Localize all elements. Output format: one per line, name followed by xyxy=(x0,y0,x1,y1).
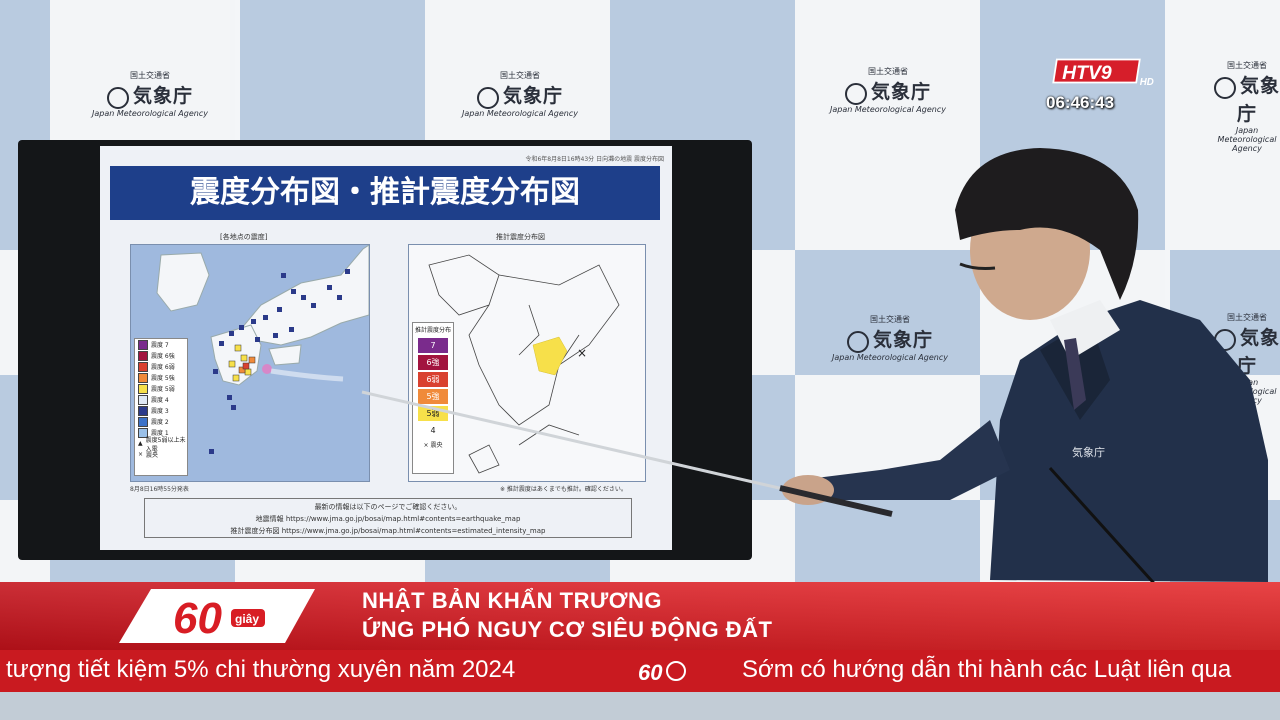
observed-intensity-legend: 震度 7 震度 6強 震度 6弱 震度 5強 震度 5弱 震度 4 震度 3 震… xyxy=(134,338,188,476)
agency-logo: 国土交通省 気象庁 Japan Meteorological Agency xyxy=(830,67,946,114)
agency-logo: 国土交通省 気象庁 Japan Meteorological Agency xyxy=(1214,60,1280,153)
slide-datestamp: 8月8日16時55分発表 xyxy=(130,486,189,493)
estimated-intensity-legend: 推計震度分布 7 6強 6弱 5強 5弱 4 × 震央 xyxy=(412,322,454,474)
slide-title: 震度分布図・推計震度分布図 xyxy=(110,166,660,220)
agency-logo: 国土交通省 気象庁 Japan Meteorological Agency xyxy=(462,71,578,118)
svg-text:×: × xyxy=(577,346,587,360)
headline-line-1: NHẬT BẢN KHẨN TRƯƠNG xyxy=(362,588,662,613)
svg-text:HD: HD xyxy=(1140,77,1154,86)
badge-word: giây xyxy=(235,612,259,626)
news-headline: NHẬT BẢN KHẨN TRƯƠNG ỨNG PHÓ NGUY CƠ SIÊ… xyxy=(362,586,772,644)
slide-footer-note: 最新の情報は以下のページでご確認ください。 地震情報 https://www.j… xyxy=(144,498,632,538)
headline-line-2: ỨNG PHÓ NGUY CƠ SIÊU ĐỘNG ĐẤT xyxy=(362,617,773,642)
svg-text:HTV9: HTV9 xyxy=(1062,62,1112,84)
jacket-label: 気象庁 xyxy=(1072,445,1105,459)
htv9-logo-icon: HTV9 HD xyxy=(1052,58,1154,86)
ticker-separator-icon: 60 xyxy=(638,660,686,685)
estimated-map-drawing: × xyxy=(414,254,620,474)
observed-map-drawing xyxy=(156,244,370,454)
presentation-slide: 令和6年8月8日16時43分 日向灘の地震 震度分布図 震度分布図・推計震度分布… xyxy=(100,146,672,550)
ticker-item-right: Sớm có hướng dẫn thi hành các Luật liên … xyxy=(742,656,1232,683)
ticker-item-left: tượng tiết kiệm 5% chi thường xuyên năm … xyxy=(6,656,516,683)
right-map-note: ※ 推計震度はあくまでも推計。確認ください。 xyxy=(500,486,627,493)
svg-text:60: 60 xyxy=(638,660,663,685)
left-map-label: [各地点の震度] xyxy=(220,233,268,241)
channel-logo: HTV9 HD xyxy=(1040,54,1180,110)
right-map-label: 推計震度分布図 xyxy=(496,233,545,241)
agency-logo: 国土交通省 気象庁 Japan Meteorological Agency xyxy=(92,71,208,118)
news-ticker xyxy=(0,650,1280,692)
pointer-stick xyxy=(361,390,893,517)
broadcast-clock: 06:46:43 xyxy=(1046,93,1115,112)
slide-meta: 令和6年8月8日16時43分 日向灘の地震 震度分布図 xyxy=(525,156,664,163)
sixty-seconds-badge: 60 giây xyxy=(119,589,315,643)
agency-logo: 国土交通省 気象庁 Japan Meteorological Agency xyxy=(832,315,948,362)
badge-number: 60 xyxy=(173,594,222,643)
presenter: 気象庁 xyxy=(782,148,1268,592)
